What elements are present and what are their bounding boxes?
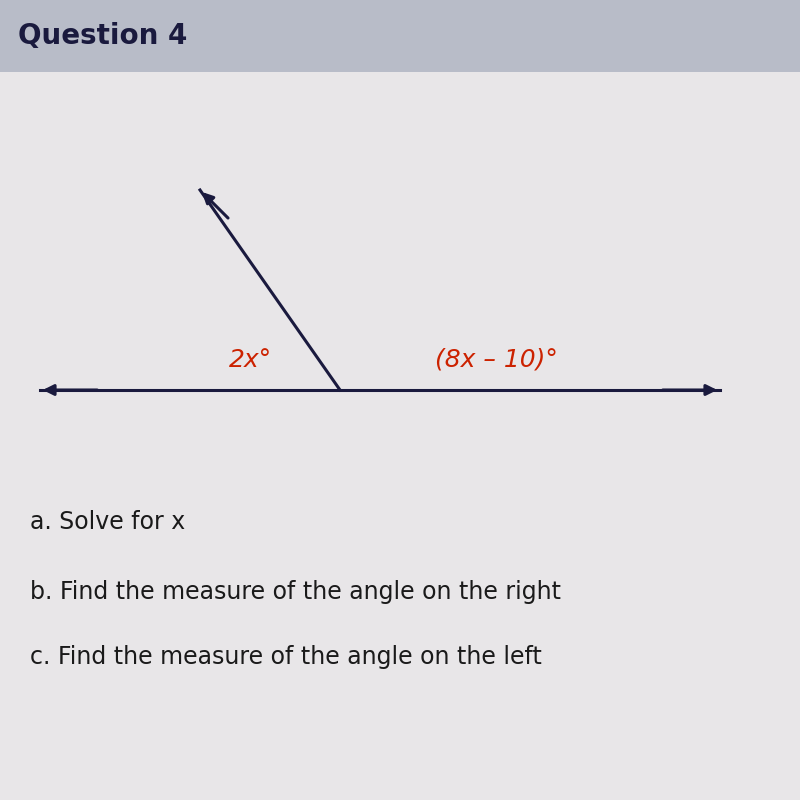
- Text: a. Solve for x: a. Solve for x: [30, 510, 186, 534]
- Text: Question 4: Question 4: [18, 22, 187, 50]
- Text: c. Find the measure of the angle on the left: c. Find the measure of the angle on the …: [30, 645, 542, 669]
- Text: (8x – 10)°: (8x – 10)°: [435, 348, 558, 372]
- Text: 2x°: 2x°: [229, 348, 271, 372]
- Bar: [0, 0, 800, 72]
- Text: b. Find the measure of the angle on the right: b. Find the measure of the angle on the …: [30, 580, 561, 604]
